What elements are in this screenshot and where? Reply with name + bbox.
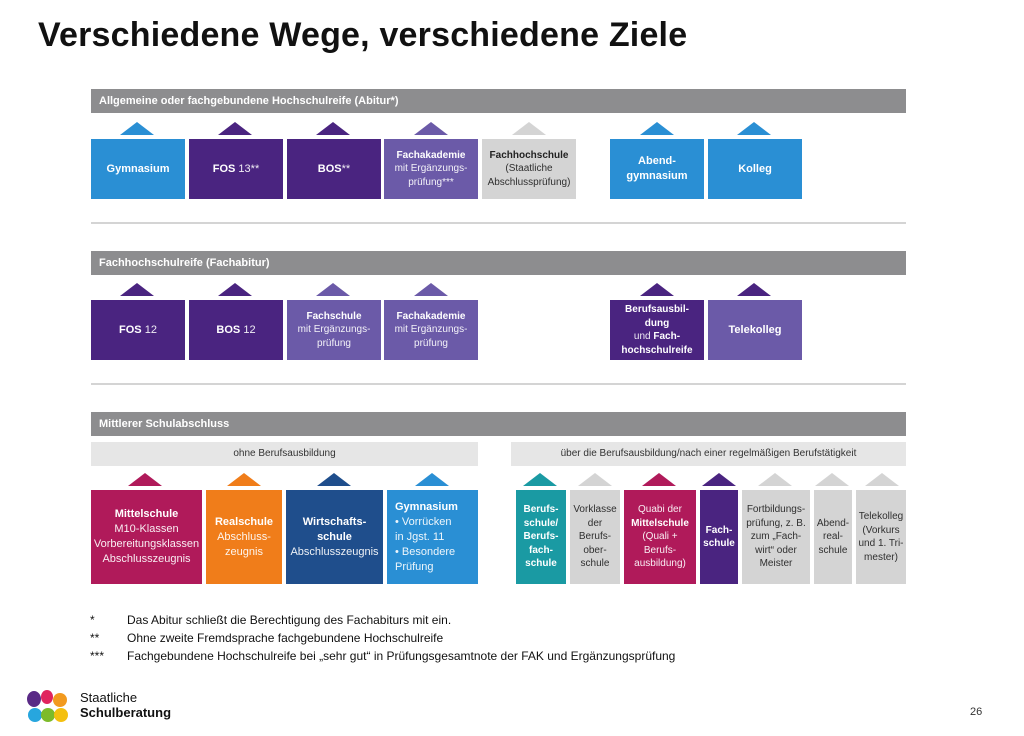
footnote: ** Ohne zweite Fremdsprache fachgebundene… — [90, 631, 444, 645]
arrow-up-icon — [316, 283, 350, 296]
arrow-up-icon — [415, 473, 449, 486]
box-fachakademie-2: Fachakademie mit Ergänzungs- prüfung — [384, 300, 478, 360]
arrow-up-icon — [414, 122, 448, 135]
box-berufsschule: Berufs- schule/ Berufs- fach- schule — [516, 490, 566, 584]
section-header-abitur: Allgemeine oder fachgebundene Hochschulr… — [91, 89, 906, 113]
arrow-up-icon — [316, 122, 350, 135]
schulberatung-logo-icon — [27, 690, 68, 722]
arrow-up-icon — [758, 473, 792, 486]
arrow-up-icon — [128, 473, 162, 486]
box-wirtschaftsschule: Wirtschafts- schule Abschlusszeugnis — [286, 490, 383, 584]
subheader-ohne-berufsausbildung: ohne Berufsausbildung — [91, 442, 478, 466]
box-bos12: BOS 12 — [189, 300, 283, 360]
arrow-up-icon — [737, 283, 771, 296]
box-telekolleg: Telekolleg — [708, 300, 802, 360]
arrow-up-icon — [317, 473, 351, 486]
arrow-up-icon — [737, 122, 771, 135]
divider — [91, 383, 906, 385]
box-fachhochschule: Fachhochschule (Staatliche Abschlussprüf… — [482, 139, 576, 199]
arrow-up-icon — [218, 122, 252, 135]
arrow-up-icon — [640, 283, 674, 296]
box-fos12: FOS 12 — [91, 300, 185, 360]
page-number: 26 — [970, 706, 983, 718]
box-mittelschule: Mittelschule M10-Klassen Vorbereitungskl… — [91, 490, 202, 584]
footnote: *** Fachgebundene Hochschulreife bei „seh… — [90, 649, 676, 663]
box-gymnasium-msa: Gymnasium • Vorrücken in Jgst. 11 • Beso… — [387, 490, 478, 584]
box-telekolleg-msa: Telekolleg (Vorkurs und 1. Tri- mester) — [856, 490, 906, 584]
box-gymnasium: Gymnasium — [91, 139, 185, 199]
brand-text: Staatliche Schulberatung — [80, 690, 172, 720]
box-berufsausbildung-fhr: Berufsausbil- dung und Fach- hochschulre… — [610, 300, 704, 360]
box-quabi: Quabi der Mittelschule (Quali + Berufs- … — [624, 490, 696, 584]
box-bos: BOS** — [287, 139, 381, 199]
arrow-up-icon — [512, 122, 546, 135]
footnote: * Das Abitur schließt die Berechtigung de… — [90, 613, 452, 627]
box-fortbildungspruefung: Fortbildungs- prüfung, z. B. zum „Fach- … — [742, 490, 810, 584]
arrow-up-icon — [815, 473, 849, 486]
section-header-fachabitur: Fachhochschulreife (Fachabitur) — [91, 251, 906, 275]
arrow-up-icon — [120, 283, 154, 296]
box-fachschule-msa: Fach- schule — [700, 490, 738, 584]
arrow-up-icon — [702, 473, 736, 486]
box-abendrealschule: Abend- real- schule — [814, 490, 852, 584]
subheader-ueber-berufsausbildung: über die Berufsausbildung/nach einer reg… — [511, 442, 906, 466]
box-realschule: Realschule Abschluss- zeugnis — [206, 490, 282, 584]
arrow-up-icon — [640, 122, 674, 135]
arrow-up-icon — [865, 473, 899, 486]
divider — [91, 222, 906, 224]
arrow-up-icon — [218, 283, 252, 296]
arrow-up-icon — [227, 473, 261, 486]
arrow-up-icon — [414, 283, 448, 296]
page-title: Verschiedene Wege, verschiedene Ziele — [38, 16, 688, 54]
arrow-up-icon — [578, 473, 612, 486]
box-kolleg: Kolleg — [708, 139, 802, 199]
box-fachschule: Fachschule mit Ergänzungs- prüfung — [287, 300, 381, 360]
box-abendgymnasium: Abend- gymnasium — [610, 139, 704, 199]
arrow-up-icon — [120, 122, 154, 135]
box-fachakademie: Fachakademie mit Ergänzungs- prüfung*** — [384, 139, 478, 199]
arrow-up-icon — [523, 473, 557, 486]
section-header-msa: Mittlerer Schulabschluss — [91, 412, 906, 436]
box-vorklasse-bos: Vorklasse der Berufs- ober- schule — [570, 490, 620, 584]
arrow-up-icon — [642, 473, 676, 486]
box-fos13: FOS 13** — [189, 139, 283, 199]
